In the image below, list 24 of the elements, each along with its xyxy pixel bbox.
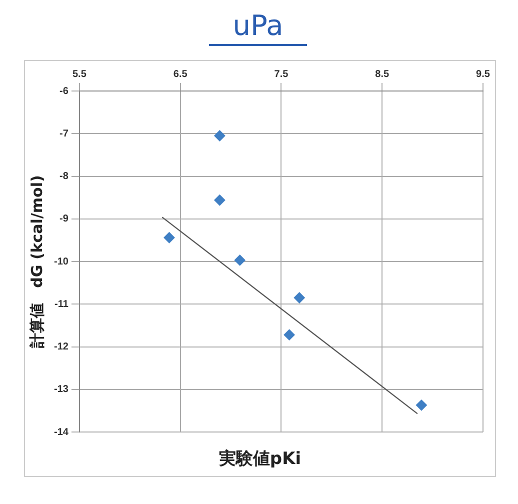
x-tick-label: 7.5 <box>274 68 289 80</box>
point <box>294 292 305 304</box>
y-tick-label: -13 <box>54 384 69 396</box>
point <box>234 254 246 266</box>
x-tick-label: 8.5 <box>375 68 390 80</box>
x-tick-label: 6.5 <box>173 68 188 80</box>
point <box>416 400 427 411</box>
y-tick-label: -14 <box>54 426 69 438</box>
y-tick-label: -7 <box>60 128 69 140</box>
y-axis-title: 計算値 dG (kcal/mol) <box>28 175 46 349</box>
y-tick-label: -8 <box>60 171 69 182</box>
y-tick-label: -6 <box>60 86 69 97</box>
x-axis-title: 実験値pKi <box>218 448 302 471</box>
y-tick-label: -12 <box>54 342 69 352</box>
x-tick-label: 5.5 <box>72 68 87 80</box>
point <box>214 194 226 206</box>
y-tick-label: -10 <box>54 256 69 268</box>
point <box>164 232 175 244</box>
point <box>284 329 295 340</box>
point <box>214 130 226 142</box>
x-tick-label: 9.5 <box>476 68 490 80</box>
chart-title: uPa <box>208 8 308 46</box>
y-tick-label: -11 <box>54 298 69 310</box>
y-tick-label: -9 <box>60 214 69 225</box>
